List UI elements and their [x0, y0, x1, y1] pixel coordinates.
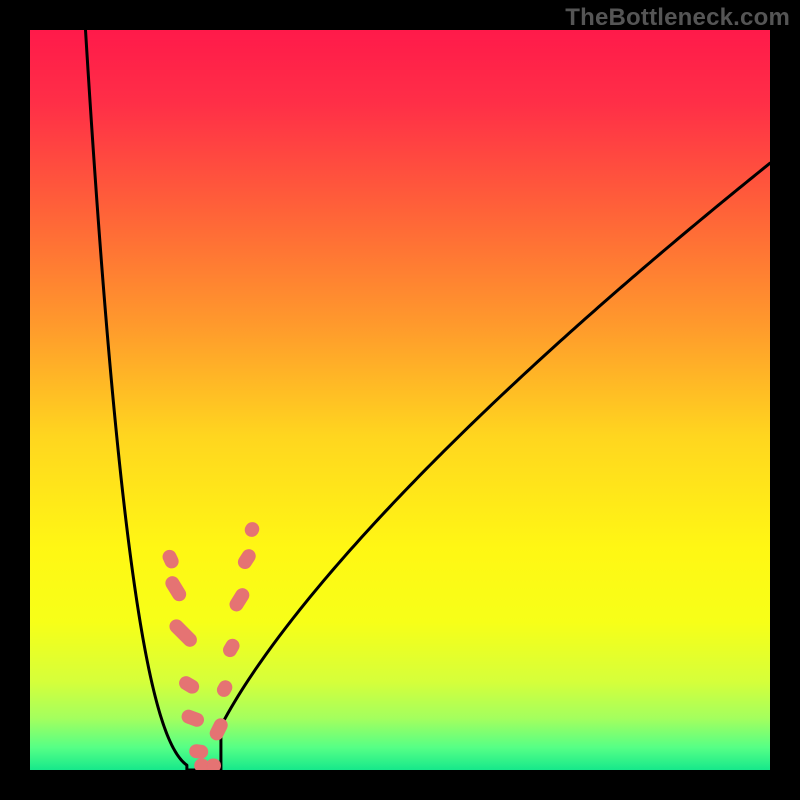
- marker-group: [161, 520, 261, 770]
- data-marker: [189, 744, 208, 759]
- data-marker: [243, 520, 262, 539]
- data-marker: [228, 586, 252, 613]
- watermark-text: TheBottleneck.com: [565, 4, 790, 32]
- data-marker: [167, 617, 199, 649]
- data-marker: [180, 708, 205, 728]
- data-marker: [161, 548, 180, 570]
- data-marker: [208, 717, 229, 742]
- data-marker: [236, 547, 258, 571]
- curve-layer: [30, 30, 770, 770]
- chart-stage: TheBottleneck.com: [0, 0, 800, 800]
- data-marker: [207, 759, 221, 770]
- plot-area: [30, 30, 770, 770]
- data-marker: [215, 678, 234, 698]
- data-marker: [163, 574, 188, 603]
- bottleneck-curve: [86, 30, 771, 770]
- data-marker: [221, 637, 241, 659]
- data-marker: [177, 674, 201, 695]
